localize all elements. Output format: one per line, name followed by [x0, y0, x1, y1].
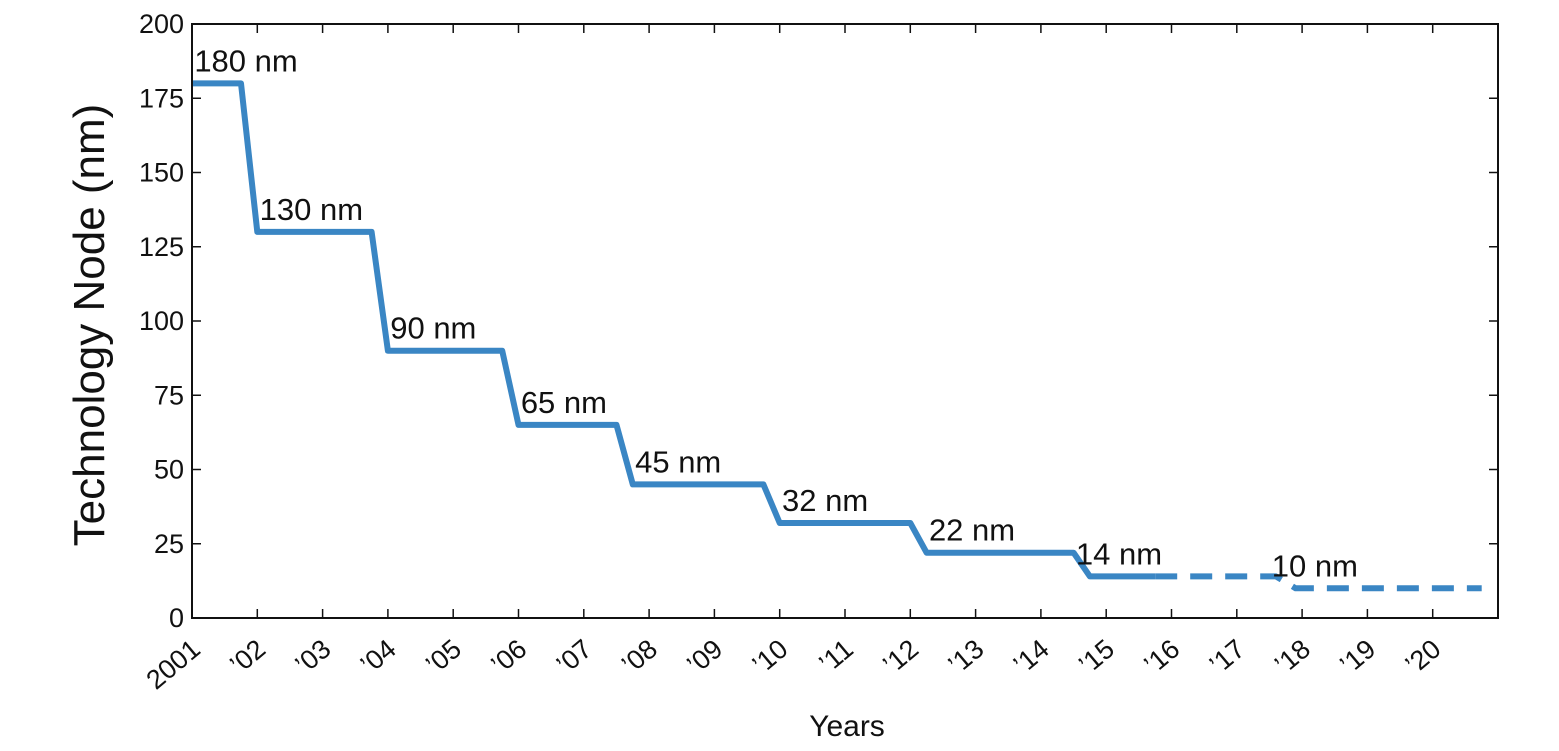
- node-label: 65 nm: [521, 385, 607, 420]
- plot-frame: [191, 23, 1499, 619]
- y-tick-label: 125: [139, 232, 184, 262]
- node-label: 130 nm: [260, 192, 363, 227]
- node-label: 14 nm: [1076, 536, 1162, 571]
- y-tick-label: 175: [139, 83, 184, 113]
- x-tick-label: ’16: [1138, 634, 1185, 680]
- node-label: 180 nm: [194, 43, 297, 78]
- x-tick-label: ’18: [1269, 634, 1316, 680]
- x-tick-label: ’14: [1008, 634, 1055, 680]
- y-axis-title: Technology Node (nm): [65, 104, 114, 547]
- x-tick-label: ’09: [681, 634, 728, 680]
- x-tick-label: ’06: [485, 634, 532, 680]
- node-label: 10 nm: [1272, 548, 1358, 583]
- x-tick-label: ’15: [1073, 634, 1120, 680]
- y-tick-label: 50: [154, 455, 184, 485]
- x-axis-title: Years: [809, 710, 885, 743]
- x-tick-label: ’10: [747, 634, 794, 680]
- y-tick-label: 75: [154, 380, 184, 410]
- node-label: 32 nm: [782, 483, 868, 518]
- node-label: 22 nm: [929, 513, 1015, 548]
- plot-lines: [192, 80, 1482, 592]
- x-tick-label: ’19: [1334, 634, 1381, 680]
- x-tick-label: ’20: [1400, 634, 1447, 680]
- y-axis: 0 25 50 75 100 125 150 175 200: [139, 9, 1498, 633]
- node-label: 45 nm: [635, 444, 721, 479]
- series-line-solid: [192, 80, 1156, 580]
- y-tick-label: 200: [139, 9, 184, 39]
- node-labels: 180 nm 130 nm 90 nm 65 nm 45 nm 32 nm 22 nm 14 …: [194, 43, 1358, 583]
- y-tick-label: 100: [139, 306, 184, 336]
- x-tick-label: ’03: [290, 634, 337, 680]
- y-tick-label: 25: [154, 529, 184, 559]
- y-tick-label: 150: [139, 158, 184, 188]
- x-axis: 2001 ’02 ’03 ’04 ’05 ’06 ’07 ’08 ’09 ’10 ’11 ’12 ’13…: [141, 24, 1447, 695]
- y-tick-label: 0: [169, 603, 184, 633]
- x-tick-label: ’07: [551, 634, 598, 680]
- x-tick-label: ’11: [814, 634, 859, 679]
- x-tick-label: ’13: [943, 634, 990, 680]
- x-tick-label: ’04: [355, 634, 402, 680]
- x-tick-label: ’08: [616, 634, 663, 680]
- x-tick-label: 2001: [141, 634, 206, 696]
- x-tick-label: ’02: [224, 634, 271, 680]
- x-tick-label: ’17: [1204, 634, 1251, 680]
- node-label: 90 nm: [390, 311, 476, 346]
- x-tick-label: ’05: [420, 634, 467, 680]
- x-tick-label: ’12: [877, 634, 924, 680]
